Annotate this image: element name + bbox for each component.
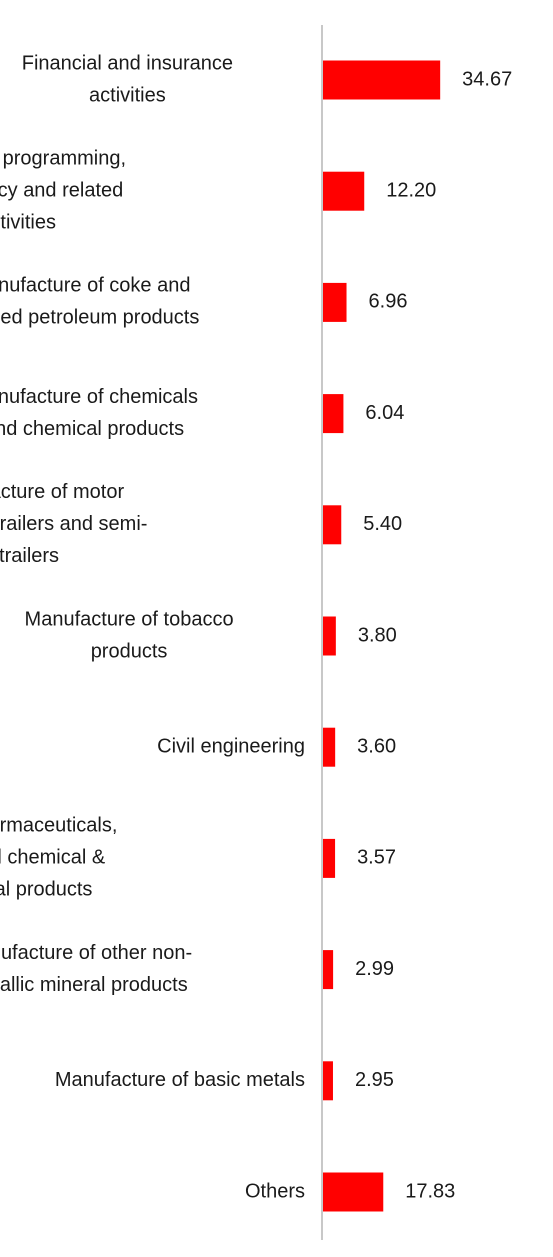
bar-value-label: 17.83: [405, 1180, 455, 1202]
category-label: Mfg of pharmaceuticals, medicinal chemica…: [0, 815, 117, 901]
category-label-line: activities: [89, 84, 166, 106]
category-label-line: Manufacture of tobacco: [25, 608, 234, 630]
category-label-line: Manufacture of motor: [0, 481, 124, 503]
category-label: Manufacture of other non-metallic minera…: [0, 942, 192, 996]
category-label-line: Others: [245, 1180, 305, 1202]
category-label-line: activities: [0, 211, 56, 233]
bar: [323, 616, 336, 656]
bar-value-label: 34.67: [462, 68, 512, 90]
category-label-line: Civil engineering: [157, 735, 305, 757]
category-labels-group: Financial and insuranceactivitiesCompute…: [0, 52, 305, 1202]
bar: [323, 60, 441, 100]
category-label-line: Manufacture of coke and: [0, 275, 190, 297]
bar-value-label: 2.95: [355, 1069, 394, 1091]
bar: [323, 394, 344, 434]
category-label-line: Manufacture of chemicals: [0, 386, 198, 408]
bar: [323, 950, 334, 990]
bar: [323, 505, 342, 545]
bar: [323, 1061, 333, 1101]
category-label-line: Mfg of pharmaceuticals,: [0, 815, 117, 837]
category-label: Manufacture of motor vehicles, trailers a…: [0, 481, 147, 567]
category-label-line: botanical products: [0, 879, 92, 901]
category-label-line: Computer programming,: [0, 147, 126, 169]
category-label-line: and chemical products: [0, 418, 184, 440]
bar: [323, 171, 365, 211]
bar: [323, 727, 336, 767]
bar-value-label: 6.96: [369, 291, 408, 313]
category-label: Manufacture of chemicals and chemical pro…: [0, 386, 198, 440]
bar-value-label: 5.40: [363, 513, 402, 535]
category-label: Computer programming, consultancy and rel…: [0, 147, 126, 233]
bars-group: [323, 60, 441, 1212]
category-label: Civil engineering: [157, 735, 305, 757]
category-label: Financial and insurance activities: [22, 52, 233, 106]
category-label-line: refined petroleum products: [0, 307, 199, 329]
category-label-line: Manufacture of basic metals: [55, 1069, 305, 1091]
category-label-line: vehicles, trailers and semi-: [0, 513, 147, 535]
category-label-line: metallic mineral products: [0, 974, 188, 996]
category-label-line: consultancy and related: [0, 179, 123, 201]
bar-value-label: 2.99: [355, 958, 394, 980]
bar-value-label: 3.80: [358, 624, 397, 646]
value-labels-group: 34.67 12.20 6.96 6.04 5.40 3.80 3.60 3.57 2.99 2.…: [355, 68, 512, 1202]
category-label: Manufacture of tobacco products: [25, 608, 234, 662]
bar-value-label: 3.57: [357, 847, 396, 869]
bar-value-label: 12.20: [386, 179, 436, 201]
category-label: Manufacture of basic metals: [55, 1069, 305, 1091]
category-label: Others: [245, 1180, 305, 1202]
bar: [323, 1172, 384, 1212]
bar: [323, 282, 347, 322]
category-label-line: Financial and insurance: [22, 52, 233, 74]
bar-value-label: 6.04: [365, 402, 404, 424]
category-label-line: trailers: [0, 545, 59, 567]
category-label-line: products: [91, 640, 168, 662]
bar-value-label: 3.60: [357, 735, 396, 757]
bar: [323, 838, 336, 878]
category-label-line: Manufacture of other non-: [0, 942, 192, 964]
category-label-line: medicinal chemical &: [0, 847, 106, 869]
category-label: Manufacture of coke and refined petroleum…: [0, 275, 199, 329]
